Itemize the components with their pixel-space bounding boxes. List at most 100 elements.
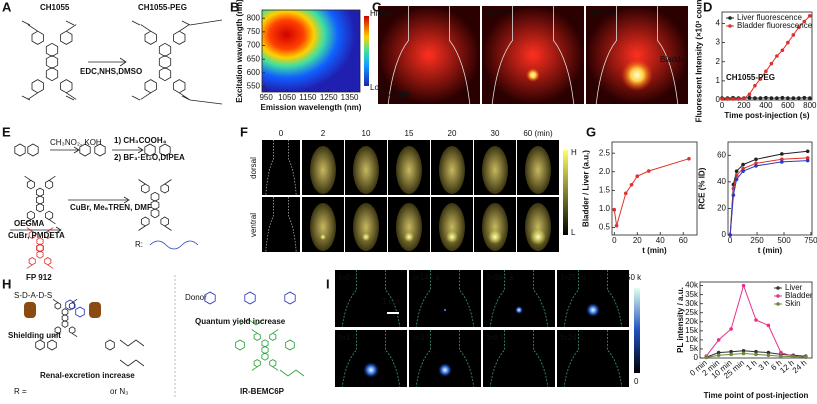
- y-tick-label: 25k: [685, 308, 699, 317]
- data-point: [704, 355, 709, 360]
- decoration: [31, 30, 44, 45]
- x-tick-label: 0: [728, 236, 733, 245]
- x-axis-label: Time point of post-injection: [704, 391, 809, 400]
- decoration: [47, 227, 54, 232]
- decoration: [48, 175, 56, 181]
- x-tick-label: 1250: [320, 93, 338, 102]
- colorbar-label: 0: [634, 377, 639, 386]
- x-tick-label: 500: [777, 236, 791, 245]
- decoration: [482, 146, 508, 194]
- decoration: [251, 329, 258, 334]
- decoration: [557, 270, 629, 327]
- decoration: [36, 195, 44, 205]
- reagent: OEGMA: [14, 219, 44, 228]
- decoration: [515, 306, 523, 314]
- data-point: [753, 83, 757, 88]
- decoration: [443, 308, 447, 312]
- legend-marker: [776, 286, 780, 290]
- x-tick-label: 750: [804, 236, 817, 245]
- image-label: t=520 s: [485, 9, 511, 18]
- decoration: [530, 229, 546, 245]
- legend-marker: [728, 16, 732, 20]
- panel-label: I: [326, 276, 330, 291]
- decoration: [404, 232, 414, 242]
- data-point: [802, 19, 807, 24]
- reagent: 1) CH₃COOH₄: [114, 136, 167, 145]
- data-point: [716, 338, 721, 342]
- y-tick-label: 5k: [690, 344, 699, 353]
- data-point: [766, 350, 771, 355]
- decoration: [150, 200, 160, 210]
- legend-marker: [776, 302, 780, 306]
- decoration: [387, 312, 399, 314]
- decoration: [28, 230, 36, 239]
- decoration: [261, 352, 269, 361]
- plot-frame: [727, 141, 813, 236]
- data-point: [741, 348, 746, 353]
- decoration: [489, 330, 549, 388]
- decoration: [262, 197, 300, 252]
- decoration: [61, 308, 69, 316]
- decoration: [150, 208, 160, 219]
- decoration: [50, 146, 144, 154]
- decoration: [28, 257, 36, 266]
- decoration: [119, 339, 145, 367]
- data-point: [779, 354, 783, 358]
- data-point: [802, 95, 807, 100]
- decoration: [353, 203, 379, 251]
- decoration: [150, 191, 160, 202]
- decoration: [36, 237, 44, 246]
- data-point: [747, 92, 752, 97]
- image-label: t=0 s: [339, 273, 357, 282]
- y-tick-label: 20k: [685, 317, 699, 326]
- y-axis-label: Excitation wavelength (nm): [235, 0, 244, 103]
- decoration: [45, 67, 59, 82]
- decoration: [265, 140, 297, 196]
- image-label: t=15 s: [381, 9, 403, 18]
- data-point: [766, 353, 771, 358]
- data-point: [769, 61, 774, 66]
- label: R:: [135, 240, 143, 249]
- data-point: [747, 95, 752, 100]
- decoration: [149, 240, 199, 250]
- decoration: [68, 326, 76, 334]
- decoration: [409, 270, 481, 327]
- legend-label: Liver: [785, 283, 803, 292]
- data-point: [758, 77, 763, 81]
- decoration: [235, 339, 245, 351]
- scale-bar-label: 1 cm: [382, 297, 400, 306]
- reagent: CH₃NO₂, KOH: [50, 138, 102, 147]
- x-tick-label: 250: [750, 236, 764, 245]
- decoration: [164, 179, 172, 185]
- colorbar-label: Low: [370, 83, 385, 92]
- reagent: 2) BF₃·Et₂O,DIPEA: [114, 153, 185, 162]
- decoration: [272, 366, 279, 371]
- decoration: [94, 143, 106, 157]
- decoration: [140, 183, 150, 194]
- row-label: ventral: [249, 213, 258, 237]
- decoration: [159, 143, 171, 157]
- decoration: [44, 257, 52, 266]
- compound-name: CH1055: [40, 3, 70, 12]
- data-point: [754, 318, 758, 322]
- data-point: [629, 182, 634, 187]
- data-point: [797, 96, 801, 100]
- x-tick-label: 0: [720, 101, 725, 110]
- data-point: [766, 323, 771, 328]
- y-tick-label: 40k: [685, 281, 699, 290]
- decoration: [363, 362, 379, 378]
- decoration: [65, 299, 75, 311]
- legend-label: Skin: [785, 299, 801, 308]
- data-point: [646, 169, 651, 173]
- panel-label: B: [230, 0, 239, 14]
- label: Donor: [185, 293, 207, 302]
- image-label: t=3 h: [413, 333, 431, 342]
- data-point: [741, 166, 745, 171]
- decoration: [26, 227, 33, 232]
- y-tick-label: 2.5: [599, 148, 611, 157]
- y-axis-label: PL intensity / a.u.: [676, 287, 685, 353]
- decoration: [563, 330, 623, 388]
- decoration: [353, 146, 379, 194]
- x-tick-label: 600: [781, 101, 795, 110]
